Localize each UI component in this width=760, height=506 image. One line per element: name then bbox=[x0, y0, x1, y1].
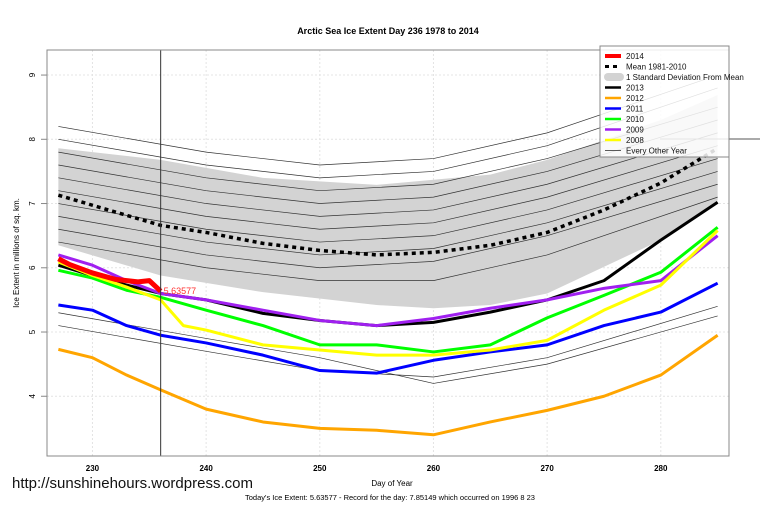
y-tick-label: 8 bbox=[28, 137, 37, 142]
legend-label: 2014 bbox=[626, 52, 644, 61]
series-line-2014 bbox=[57, 256, 163, 293]
x-tick-label: 260 bbox=[427, 464, 441, 473]
y-tick-label: 7 bbox=[28, 201, 37, 206]
std-band bbox=[58, 94, 718, 309]
std-deviation-band bbox=[58, 94, 718, 309]
x-axis-label: Day of Year bbox=[371, 479, 413, 488]
x-tick-label: 250 bbox=[313, 464, 327, 473]
legend-label: Every Other Year bbox=[626, 147, 687, 156]
legend-label: 2010 bbox=[626, 115, 644, 124]
legend-label: 2009 bbox=[626, 126, 644, 135]
y-tick-label: 4 bbox=[28, 393, 37, 398]
chart-title: Arctic Sea Ice Extent Day 236 1978 to 20… bbox=[297, 26, 479, 36]
series-line-mean-1981-2010 bbox=[57, 146, 719, 257]
other-year-line bbox=[58, 183, 718, 269]
y-tick-label: 5 bbox=[28, 329, 37, 334]
legend-label: 2012 bbox=[626, 94, 644, 103]
other-year-line bbox=[58, 132, 718, 217]
y-tick-labels: 4 5 6 7 8 9 bbox=[28, 72, 47, 398]
x-tick-label: 240 bbox=[199, 464, 213, 473]
other-years-lines bbox=[58, 74, 718, 384]
other-year-line bbox=[58, 312, 718, 384]
other-year-line bbox=[58, 145, 718, 230]
x-tick-label: 230 bbox=[86, 464, 100, 473]
legend-label: 2008 bbox=[626, 136, 644, 145]
other-year-line bbox=[58, 196, 718, 281]
series-line-2011 bbox=[58, 281, 719, 375]
series-line-2012 bbox=[58, 333, 719, 437]
footer-text: Today's Ice Extent: 5.63577 - Record for… bbox=[245, 493, 535, 502]
legend-label: 1 Standard Deviation From Mean bbox=[626, 73, 744, 82]
series-line-2010 bbox=[58, 226, 719, 354]
legend-label: 2013 bbox=[626, 84, 644, 93]
plot-border bbox=[46, 49, 730, 457]
other-year-line bbox=[58, 119, 718, 204]
watermark-url: http://sunshinehours.wordpress.com bbox=[12, 475, 253, 492]
other-year-line bbox=[58, 106, 718, 192]
legend-label: 2011 bbox=[626, 105, 644, 114]
x-tick-label: 280 bbox=[654, 464, 668, 473]
current-value-label: 5.63577 bbox=[164, 286, 197, 296]
x-tick-label: 270 bbox=[540, 464, 554, 473]
series-lines bbox=[57, 146, 719, 437]
y-tick-label: 9 bbox=[28, 72, 37, 77]
y-tick-label: 6 bbox=[28, 265, 37, 270]
other-year-line bbox=[58, 158, 718, 243]
other-year-line bbox=[58, 305, 718, 378]
other-year-line bbox=[58, 87, 718, 179]
y-axis-label: Ice Extent in millions of sq. km. bbox=[12, 198, 21, 308]
x-tick-labels: 230 240 250 260 270 280 bbox=[86, 464, 668, 473]
legend-label: Mean 1981-2010 bbox=[626, 63, 687, 72]
legend-box bbox=[599, 45, 730, 158]
legend-swatch bbox=[604, 73, 624, 81]
series-line-2008 bbox=[57, 229, 719, 357]
other-year-line bbox=[58, 74, 718, 166]
other-year-line bbox=[58, 171, 718, 256]
